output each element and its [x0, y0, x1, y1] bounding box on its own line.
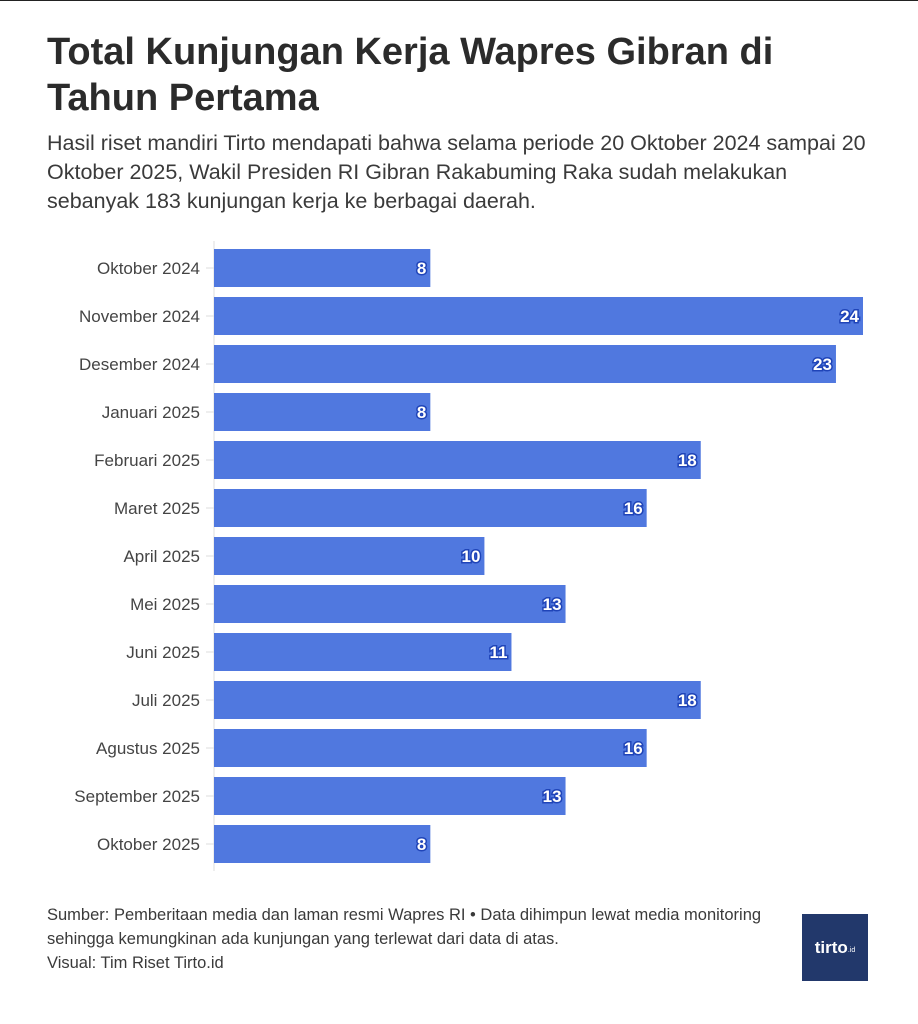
category-label: Juni 2025 [126, 643, 200, 662]
bar [214, 393, 431, 431]
bar [214, 729, 647, 767]
category-label: Agustus 2025 [96, 739, 200, 758]
data-label: 18 [678, 451, 697, 470]
data-label: 16 [624, 739, 643, 758]
bar [214, 297, 863, 335]
bar-chart: Oktober 2024 8 November 2024 24 Desember 202… [74, 241, 863, 871]
bar [214, 489, 647, 527]
category-label: Februari 2025 [94, 451, 200, 470]
source-note: Sumber: Pemberitaan media dan laman resm… [47, 906, 762, 948]
visual-credit: Visual: Tim Riset Tirto.id [47, 954, 224, 972]
data-label: 23 [813, 355, 832, 374]
category-label: November 2024 [79, 307, 200, 326]
chart-title: Total Kunjungan Kerja Wapres Gibran di T… [47, 31, 774, 119]
chart-subtitle: Hasil riset mandiri Tirto mendapati bahw… [47, 131, 866, 213]
category-label: Januari 2025 [102, 403, 200, 422]
data-label: 8 [417, 259, 426, 278]
category-label: April 2025 [123, 547, 200, 566]
bar [214, 681, 701, 719]
logo-text: tirto [814, 937, 848, 957]
category-label: September 2025 [74, 787, 200, 806]
logo-suffix: .id [847, 947, 856, 954]
category-label: Maret 2025 [114, 499, 200, 518]
bar [214, 345, 836, 383]
data-label: 11 [489, 643, 507, 662]
data-label: 13 [543, 595, 562, 614]
bar [214, 441, 701, 479]
category-label: Juli 2025 [132, 691, 200, 710]
bar [214, 249, 431, 287]
data-label: 24 [840, 307, 859, 326]
bar [214, 825, 431, 863]
bar [214, 585, 566, 623]
category-label: Desember 2024 [79, 355, 200, 374]
bar [214, 537, 485, 575]
category-label: Mei 2025 [130, 595, 200, 614]
category-label: Oktober 2024 [97, 259, 200, 278]
data-label: 8 [417, 835, 426, 854]
footer: Sumber: Pemberitaan media dan laman resm… [47, 903, 767, 975]
data-label: 18 [678, 691, 697, 710]
data-label: 16 [624, 499, 643, 518]
data-label: 8 [417, 403, 426, 422]
tirto-logo: tirto .id [802, 914, 868, 981]
category-label: Oktober 2025 [97, 835, 200, 854]
bar [214, 777, 566, 815]
data-label: 13 [543, 787, 562, 806]
data-label: 10 [461, 547, 480, 566]
bar [214, 633, 512, 671]
